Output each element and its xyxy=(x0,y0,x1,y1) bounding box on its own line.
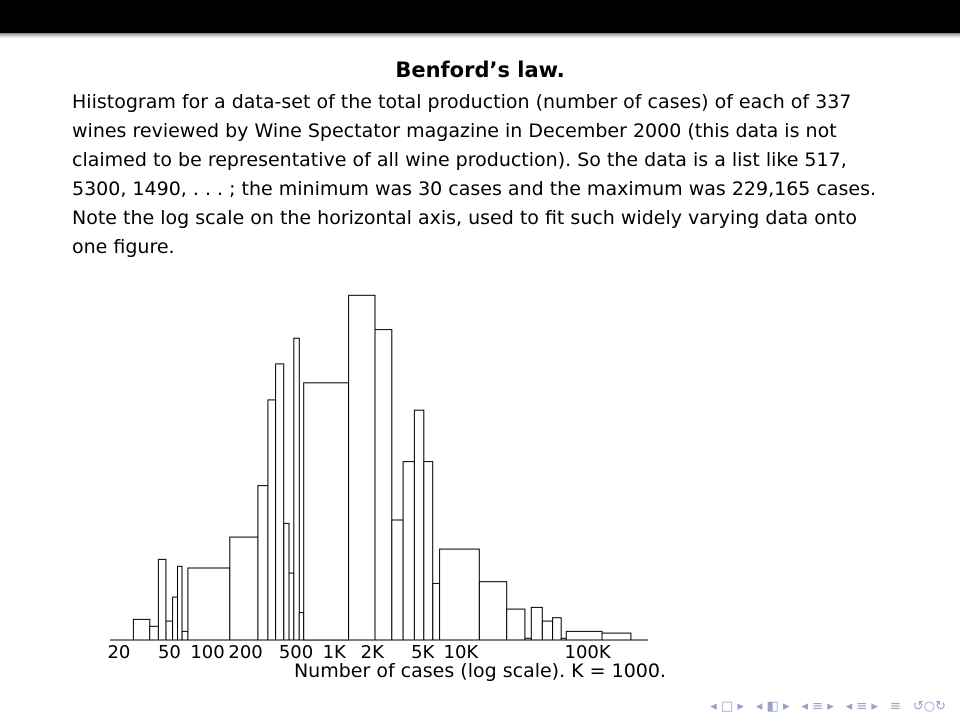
histogram-bar-18 xyxy=(374,329,393,641)
histogram-bar-5 xyxy=(177,565,183,641)
histogram-bar-12 xyxy=(283,522,290,641)
histogram-bar-33 xyxy=(601,632,632,641)
frame-nav-icon[interactable]: ◂ □ ▸ xyxy=(710,699,744,714)
x-tick-label-6: 2K xyxy=(361,642,385,663)
x-tick-label-4: 500 xyxy=(279,642,313,663)
slide-header-bar xyxy=(0,0,960,33)
x-tick-label-5: 1K xyxy=(323,642,347,663)
histogram-bar-23 xyxy=(432,582,441,641)
histogram-bar-28 xyxy=(530,606,543,641)
histogram-bar-7 xyxy=(187,567,231,641)
histogram-bar-21 xyxy=(413,409,425,641)
histogram-bar-2 xyxy=(157,558,167,641)
histogram-bar-4 xyxy=(172,596,179,641)
histogram-bar-26 xyxy=(506,608,526,641)
histogram-bar-10 xyxy=(267,399,277,641)
histogram-bar-14 xyxy=(293,337,300,641)
subsection-nav-icon[interactable]: ◂ ◧ ▸ xyxy=(755,699,790,714)
x-tick-label-0: 20 xyxy=(107,642,130,663)
histogram-bar-13 xyxy=(288,572,295,641)
histogram-bar-11 xyxy=(275,363,285,641)
outline-icon[interactable]: ≡ xyxy=(889,699,901,714)
histogram-bar-8 xyxy=(229,536,259,641)
histogram-bar-9 xyxy=(257,485,269,641)
histogram-bar-30 xyxy=(552,617,562,641)
slide-navigation: ◂ □ ▸ ◂ ◧ ▸ ◂ ≡ ▸ ◂ ≡ ▸ ≡ ↺○↻ xyxy=(710,699,946,714)
histogram-bar-0 xyxy=(132,618,151,641)
histogram-bar-22 xyxy=(423,461,434,641)
histogram-bar-3 xyxy=(165,620,174,641)
histogram-bar-32 xyxy=(565,630,603,641)
histogram-bar-16 xyxy=(303,382,350,641)
histogram-bar-15 xyxy=(298,612,305,641)
histogram-bar-24 xyxy=(439,548,480,641)
histogram-bar-17 xyxy=(348,294,376,641)
x-tick-label-8: 10K xyxy=(444,642,480,663)
x-tick-label-2: 100 xyxy=(190,642,224,663)
x-tick-label-1: 50 xyxy=(158,642,181,663)
histogram-bar-19 xyxy=(391,519,404,641)
x-tick-label-9: 100K xyxy=(565,642,612,663)
histogram-bar-29 xyxy=(541,620,554,641)
slide-body-text: Hiistogram for a data-set of the total p… xyxy=(72,91,877,258)
histogram-bar-6 xyxy=(181,630,189,641)
section-nav-icon[interactable]: ◂ ≡ ▸ xyxy=(801,699,834,714)
x-axis-title: Number of cases (log scale). K = 1000. xyxy=(293,660,667,682)
slide-nav-icon[interactable]: ◂ ≡ ▸ xyxy=(845,699,878,714)
histogram-bar-1 xyxy=(149,625,159,641)
x-tick-label-7: 5K xyxy=(411,642,435,663)
histogram-bar-20 xyxy=(402,461,415,641)
histogram-bar-25 xyxy=(478,581,508,641)
x-tick-label-3: 200 xyxy=(228,642,262,663)
search-icon[interactable]: ↺○↻ xyxy=(912,699,946,714)
slide-header-shadow xyxy=(0,33,960,38)
slide-title: Benford’s law. xyxy=(395,58,565,82)
